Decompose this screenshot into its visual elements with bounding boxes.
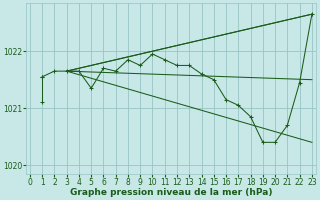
X-axis label: Graphe pression niveau de la mer (hPa): Graphe pression niveau de la mer (hPa) [70, 188, 272, 197]
